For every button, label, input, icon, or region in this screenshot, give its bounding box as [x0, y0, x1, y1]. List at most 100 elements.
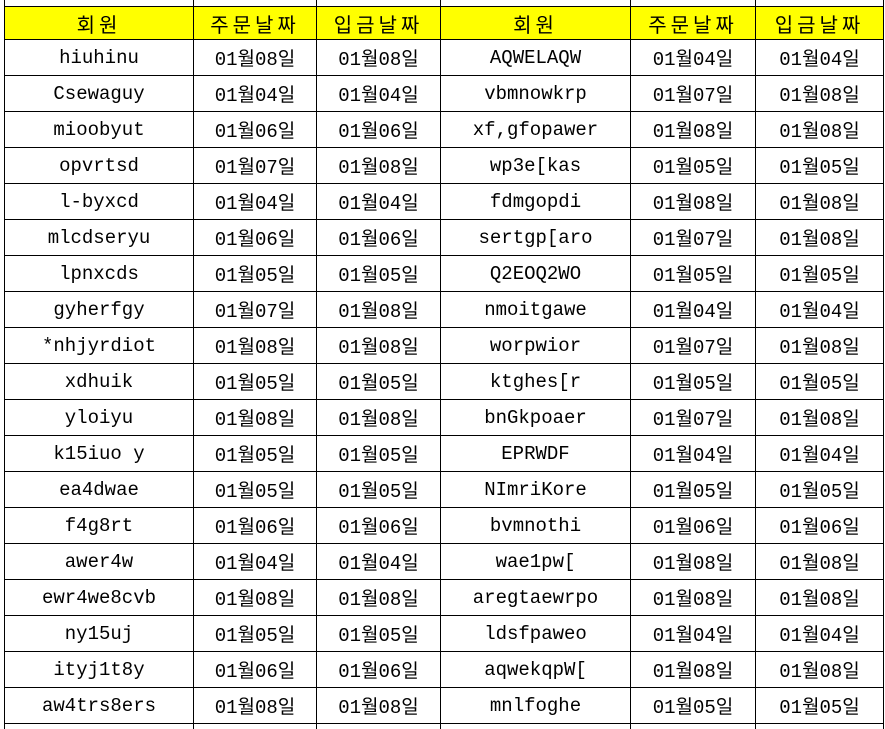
order-date-cell[interactable]: 01월04일 [194, 544, 317, 580]
deposit-date-cell[interactable]: 01월05일 [756, 472, 884, 508]
member-cell[interactable]: hiuhinu [5, 40, 194, 76]
deposit-date-cell[interactable]: 01월05일 [756, 256, 884, 292]
member-cell[interactable]: aqwekqpW[ [441, 652, 631, 688]
member-cell[interactable]: sertgp[aro [441, 220, 631, 256]
order-date-cell[interactable]: 01월05일 [194, 616, 317, 652]
header-order-date-right[interactable]: 주문날짜 [631, 7, 756, 40]
deposit-date-cell[interactable]: 01월08일 [756, 544, 884, 580]
deposit-date-cell[interactable]: 01월06일 [317, 508, 441, 544]
deposit-date-cell[interactable]: 01월05일 [756, 364, 884, 400]
order-date-cell[interactable]: 01월06일 [631, 508, 756, 544]
order-date-cell[interactable]: 01월08일 [194, 580, 317, 616]
deposit-date-cell[interactable]: 01월05일 [317, 256, 441, 292]
order-date-cell[interactable]: 01월05일 [194, 472, 317, 508]
deposit-date-cell[interactable]: 01월05일 [317, 364, 441, 400]
partial-cell[interactable] [631, 724, 756, 729]
deposit-date-cell[interactable]: 01월08일 [317, 292, 441, 328]
order-date-cell[interactable]: 01월07일 [194, 292, 317, 328]
partial-cell[interactable] [441, 0, 631, 7]
deposit-date-cell[interactable]: 01월05일 [756, 688, 884, 724]
order-date-cell[interactable]: 01월05일 [194, 436, 317, 472]
member-cell[interactable]: gyherfgy [5, 292, 194, 328]
deposit-date-cell[interactable]: 01월08일 [317, 400, 441, 436]
deposit-date-cell[interactable]: 01월08일 [317, 688, 441, 724]
partial-cell[interactable] [756, 0, 884, 7]
deposit-date-cell[interactable]: 01월08일 [317, 328, 441, 364]
deposit-date-cell[interactable]: 01월08일 [756, 76, 884, 112]
member-cell[interactable]: vbmnowkrp [441, 76, 631, 112]
order-date-cell[interactable]: 01월05일 [194, 256, 317, 292]
order-date-cell[interactable]: 01월04일 [631, 40, 756, 76]
member-cell[interactable]: ktghes[r [441, 364, 631, 400]
order-date-cell[interactable]: 01월07일 [631, 328, 756, 364]
order-date-cell[interactable]: 01월08일 [631, 544, 756, 580]
order-date-cell[interactable]: 01월08일 [631, 184, 756, 220]
member-cell[interactable]: wp3e[kas [441, 148, 631, 184]
deposit-date-cell[interactable]: 01월05일 [317, 436, 441, 472]
order-date-cell[interactable]: 01월04일 [631, 292, 756, 328]
deposit-date-cell[interactable]: 01월06일 [756, 508, 884, 544]
member-cell[interactable]: EPRWDF [441, 436, 631, 472]
order-date-cell[interactable]: 01월05일 [631, 472, 756, 508]
order-date-cell[interactable]: 01월08일 [194, 40, 317, 76]
deposit-date-cell[interactable]: 01월08일 [756, 220, 884, 256]
order-date-cell[interactable]: 01월04일 [194, 76, 317, 112]
member-cell[interactable]: f4g8rt [5, 508, 194, 544]
deposit-date-cell[interactable]: 01월08일 [756, 112, 884, 148]
member-cell[interactable]: awer4w [5, 544, 194, 580]
deposit-date-cell[interactable]: 01월08일 [317, 40, 441, 76]
member-cell[interactable]: ewr4we8cvb [5, 580, 194, 616]
member-cell[interactable]: ldsfpaweo [441, 616, 631, 652]
deposit-date-cell[interactable]: 01월04일 [317, 76, 441, 112]
order-date-cell[interactable]: 01월05일 [631, 256, 756, 292]
member-cell[interactable]: opvrtsd [5, 148, 194, 184]
deposit-date-cell[interactable]: 01월08일 [317, 148, 441, 184]
member-cell[interactable]: nmoitgawe [441, 292, 631, 328]
deposit-date-cell[interactable]: 01월08일 [756, 580, 884, 616]
member-cell[interactable]: mnlfoghe [441, 688, 631, 724]
deposit-date-cell[interactable]: 01월06일 [317, 220, 441, 256]
deposit-date-cell[interactable]: 01월08일 [756, 652, 884, 688]
member-cell[interactable]: ityj1t8y [5, 652, 194, 688]
header-order-date-left[interactable]: 주문날짜 [194, 7, 317, 40]
deposit-date-cell[interactable]: 01월08일 [756, 184, 884, 220]
order-date-cell[interactable]: 01월05일 [194, 364, 317, 400]
order-date-cell[interactable]: 01월07일 [631, 220, 756, 256]
partial-cell[interactable] [631, 0, 756, 7]
member-cell[interactable]: xdhuik [5, 364, 194, 400]
deposit-date-cell[interactable]: 01월04일 [317, 544, 441, 580]
partial-cell[interactable] [5, 0, 194, 7]
deposit-date-cell[interactable]: 01월06일 [317, 112, 441, 148]
member-cell[interactable]: bvmnothi [441, 508, 631, 544]
member-cell[interactable]: aw4trs8ers [5, 688, 194, 724]
member-cell[interactable]: yloiyu [5, 400, 194, 436]
member-cell[interactable]: l-byxcd [5, 184, 194, 220]
partial-cell[interactable] [194, 724, 317, 729]
member-cell[interactable]: fdmgopdi [441, 184, 631, 220]
order-date-cell[interactable]: 01월06일 [194, 112, 317, 148]
order-date-cell[interactable]: 01월08일 [631, 112, 756, 148]
partial-cell[interactable] [5, 724, 194, 729]
order-date-cell[interactable]: 01월05일 [631, 688, 756, 724]
deposit-date-cell[interactable]: 01월04일 [317, 184, 441, 220]
member-cell[interactable]: xf,gfopawer [441, 112, 631, 148]
order-date-cell[interactable]: 01월08일 [194, 400, 317, 436]
member-cell[interactable]: mioobyut [5, 112, 194, 148]
member-cell[interactable]: k15iuo y [5, 436, 194, 472]
order-date-cell[interactable]: 01월06일 [194, 220, 317, 256]
deposit-date-cell[interactable]: 01월05일 [317, 616, 441, 652]
deposit-date-cell[interactable]: 01월04일 [756, 292, 884, 328]
deposit-date-cell[interactable]: 01월08일 [317, 580, 441, 616]
order-date-cell[interactable]: 01월05일 [631, 148, 756, 184]
member-cell[interactable]: NImriKore [441, 472, 631, 508]
member-cell[interactable]: worpwior [441, 328, 631, 364]
order-date-cell[interactable]: 01월06일 [194, 652, 317, 688]
member-cell[interactable]: Csewaguy [5, 76, 194, 112]
partial-cell[interactable] [317, 724, 441, 729]
order-date-cell[interactable]: 01월05일 [631, 364, 756, 400]
member-cell[interactable]: mlcdseryu [5, 220, 194, 256]
member-cell[interactable]: ea4dwae [5, 472, 194, 508]
partial-cell[interactable] [756, 724, 884, 729]
order-date-cell[interactable]: 01월07일 [631, 76, 756, 112]
order-date-cell[interactable]: 01월04일 [194, 184, 317, 220]
